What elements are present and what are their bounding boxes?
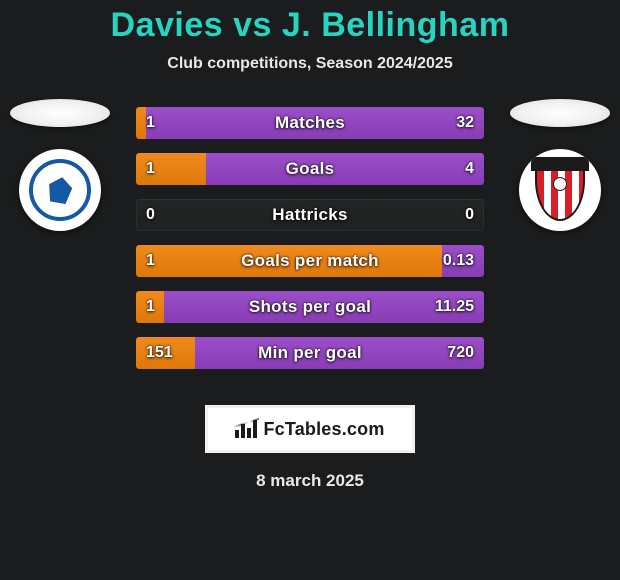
stat-row: 132Matches xyxy=(136,107,484,139)
sunderland-crest-icon xyxy=(527,157,593,223)
fctables-logo-icon xyxy=(235,420,257,438)
stat-label: Goals per match xyxy=(136,245,484,277)
comparison-area: 132Matches 14Goals 00Hattricks 10.13Goals p… xyxy=(0,107,620,387)
player-right-column xyxy=(510,99,610,231)
branding-text: FcTables.com xyxy=(263,419,384,440)
stat-row: 00Hattricks xyxy=(136,199,484,231)
page-title: Davies vs J. Bellingham xyxy=(0,6,620,45)
player-left-silhouette xyxy=(10,99,110,127)
club-badge-left xyxy=(19,149,101,231)
stat-label: Min per goal xyxy=(136,337,484,369)
stat-row: 14Goals xyxy=(136,153,484,185)
player-left-column xyxy=(10,99,110,231)
stat-bars: 132Matches 14Goals 00Hattricks 10.13Goals p… xyxy=(136,107,484,369)
player-right-silhouette xyxy=(510,99,610,127)
stat-row: 10.13Goals per match xyxy=(136,245,484,277)
stat-row: 111.25Shots per goal xyxy=(136,291,484,323)
stat-label: Matches xyxy=(136,107,484,139)
stat-label: Goals xyxy=(136,153,484,185)
branding-badge: FcTables.com xyxy=(205,405,415,453)
date-text: 8 march 2025 xyxy=(0,471,620,491)
stat-label: Hattricks xyxy=(136,199,484,231)
cardiff-crest-icon xyxy=(29,159,91,221)
stat-row: 151720Min per goal xyxy=(136,337,484,369)
stat-label: Shots per goal xyxy=(136,291,484,323)
subtitle: Club competitions, Season 2024/2025 xyxy=(0,55,620,73)
club-badge-right xyxy=(519,149,601,231)
